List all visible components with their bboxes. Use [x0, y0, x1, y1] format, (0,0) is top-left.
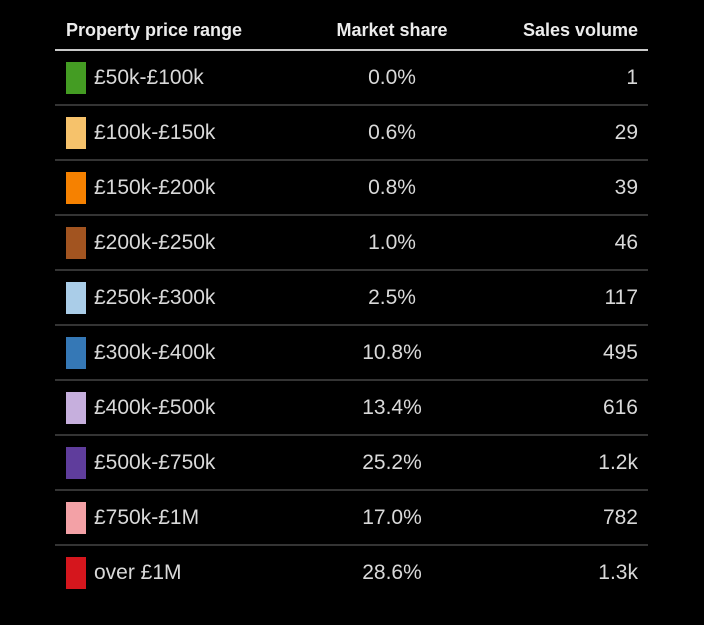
price-range-cell: £150k-£200k — [55, 171, 305, 204]
category-color-swatch-icon — [66, 556, 86, 589]
table-body: £50k-£100k 0.0% 1 £100k-£150k 0.6% 29 £1… — [55, 51, 648, 599]
category-color-swatch-icon — [66, 446, 86, 479]
category-color-swatch-icon — [66, 171, 86, 204]
price-range-cell: £250k-£300k — [55, 281, 305, 314]
sales-volume-cell: 39 — [614, 175, 638, 199]
price-range-cell: £500k-£750k — [55, 446, 305, 479]
price-range-cell: £300k-£400k — [55, 336, 305, 369]
price-range-cell: £400k-£500k — [55, 391, 305, 424]
sales-volume-cell: 46 — [614, 230, 638, 254]
sales-volume-cell: 117 — [604, 285, 638, 309]
property-price-table: Property price range Market share Sales … — [55, 12, 648, 599]
category-color-swatch-icon — [66, 501, 86, 534]
price-range-cell: £100k-£150k — [55, 116, 305, 149]
market-share-cell: 13.4% — [362, 395, 422, 419]
market-share-cell: 0.8% — [368, 175, 416, 199]
price-range-cell: £200k-£250k — [55, 226, 305, 259]
sales-volume-cell: 495 — [602, 340, 638, 364]
market-share-cell: 2.5% — [368, 285, 416, 309]
category-color-swatch-icon — [66, 336, 86, 369]
header-market-share: Market share — [336, 20, 448, 40]
category-color-swatch-icon — [66, 116, 86, 149]
price-range-label: £50k-£100k — [94, 65, 204, 89]
table-row: £50k-£100k 0.0% 1 — [55, 51, 648, 106]
table-row: £400k-£500k 13.4% 616 — [55, 381, 648, 436]
price-range-cell: £50k-£100k — [55, 61, 305, 94]
table-row: £100k-£150k 0.6% 29 — [55, 106, 648, 161]
table-row: £750k-£1M 17.0% 782 — [55, 491, 648, 546]
market-share-cell: 10.8% — [362, 340, 422, 364]
category-color-swatch-icon — [66, 61, 86, 94]
sales-volume-cell: 1.3k — [598, 560, 638, 584]
header-property-price-range: Property price range — [66, 20, 243, 40]
market-share-cell: 17.0% — [362, 505, 422, 529]
table-row: £200k-£250k 1.0% 46 — [55, 216, 648, 271]
sales-volume-cell: 29 — [614, 120, 638, 144]
sales-volume-cell: 782 — [602, 505, 638, 529]
price-range-label: £750k-£1M — [94, 505, 200, 529]
price-range-cell: over £1M — [55, 556, 305, 589]
table-row: £250k-£300k 2.5% 117 — [55, 271, 648, 326]
sales-volume-cell: 1 — [626, 65, 638, 89]
price-range-label: £200k-£250k — [94, 230, 216, 254]
market-share-cell: 25.2% — [362, 450, 422, 474]
price-range-label: £250k-£300k — [94, 285, 216, 309]
category-color-swatch-icon — [66, 281, 86, 314]
price-range-label: £150k-£200k — [94, 175, 216, 199]
table-row: £500k-£750k 25.2% 1.2k — [55, 436, 648, 491]
price-range-label: over £1M — [94, 560, 182, 584]
table-row: over £1M 28.6% 1.3k — [55, 546, 648, 599]
price-range-label: £500k-£750k — [94, 450, 216, 474]
category-color-swatch-icon — [66, 226, 86, 259]
market-share-cell: 0.0% — [368, 65, 416, 89]
category-color-swatch-icon — [66, 391, 86, 424]
table-header-row: Property price range Market share Sales … — [55, 12, 648, 51]
sales-volume-cell: 1.2k — [598, 450, 638, 474]
table-row: £300k-£400k 10.8% 495 — [55, 326, 648, 381]
sales-volume-cell: 616 — [602, 395, 638, 419]
header-sales-volume: Sales volume — [522, 20, 638, 40]
market-share-cell: 28.6% — [362, 560, 422, 584]
price-range-label: £400k-£500k — [94, 395, 216, 419]
market-share-cell: 1.0% — [368, 230, 416, 254]
price-range-cell: £750k-£1M — [55, 501, 305, 534]
market-share-cell: 0.6% — [368, 120, 416, 144]
price-range-label: £300k-£400k — [94, 340, 216, 364]
table-row: £150k-£200k 0.8% 39 — [55, 161, 648, 216]
price-range-label: £100k-£150k — [94, 120, 216, 144]
